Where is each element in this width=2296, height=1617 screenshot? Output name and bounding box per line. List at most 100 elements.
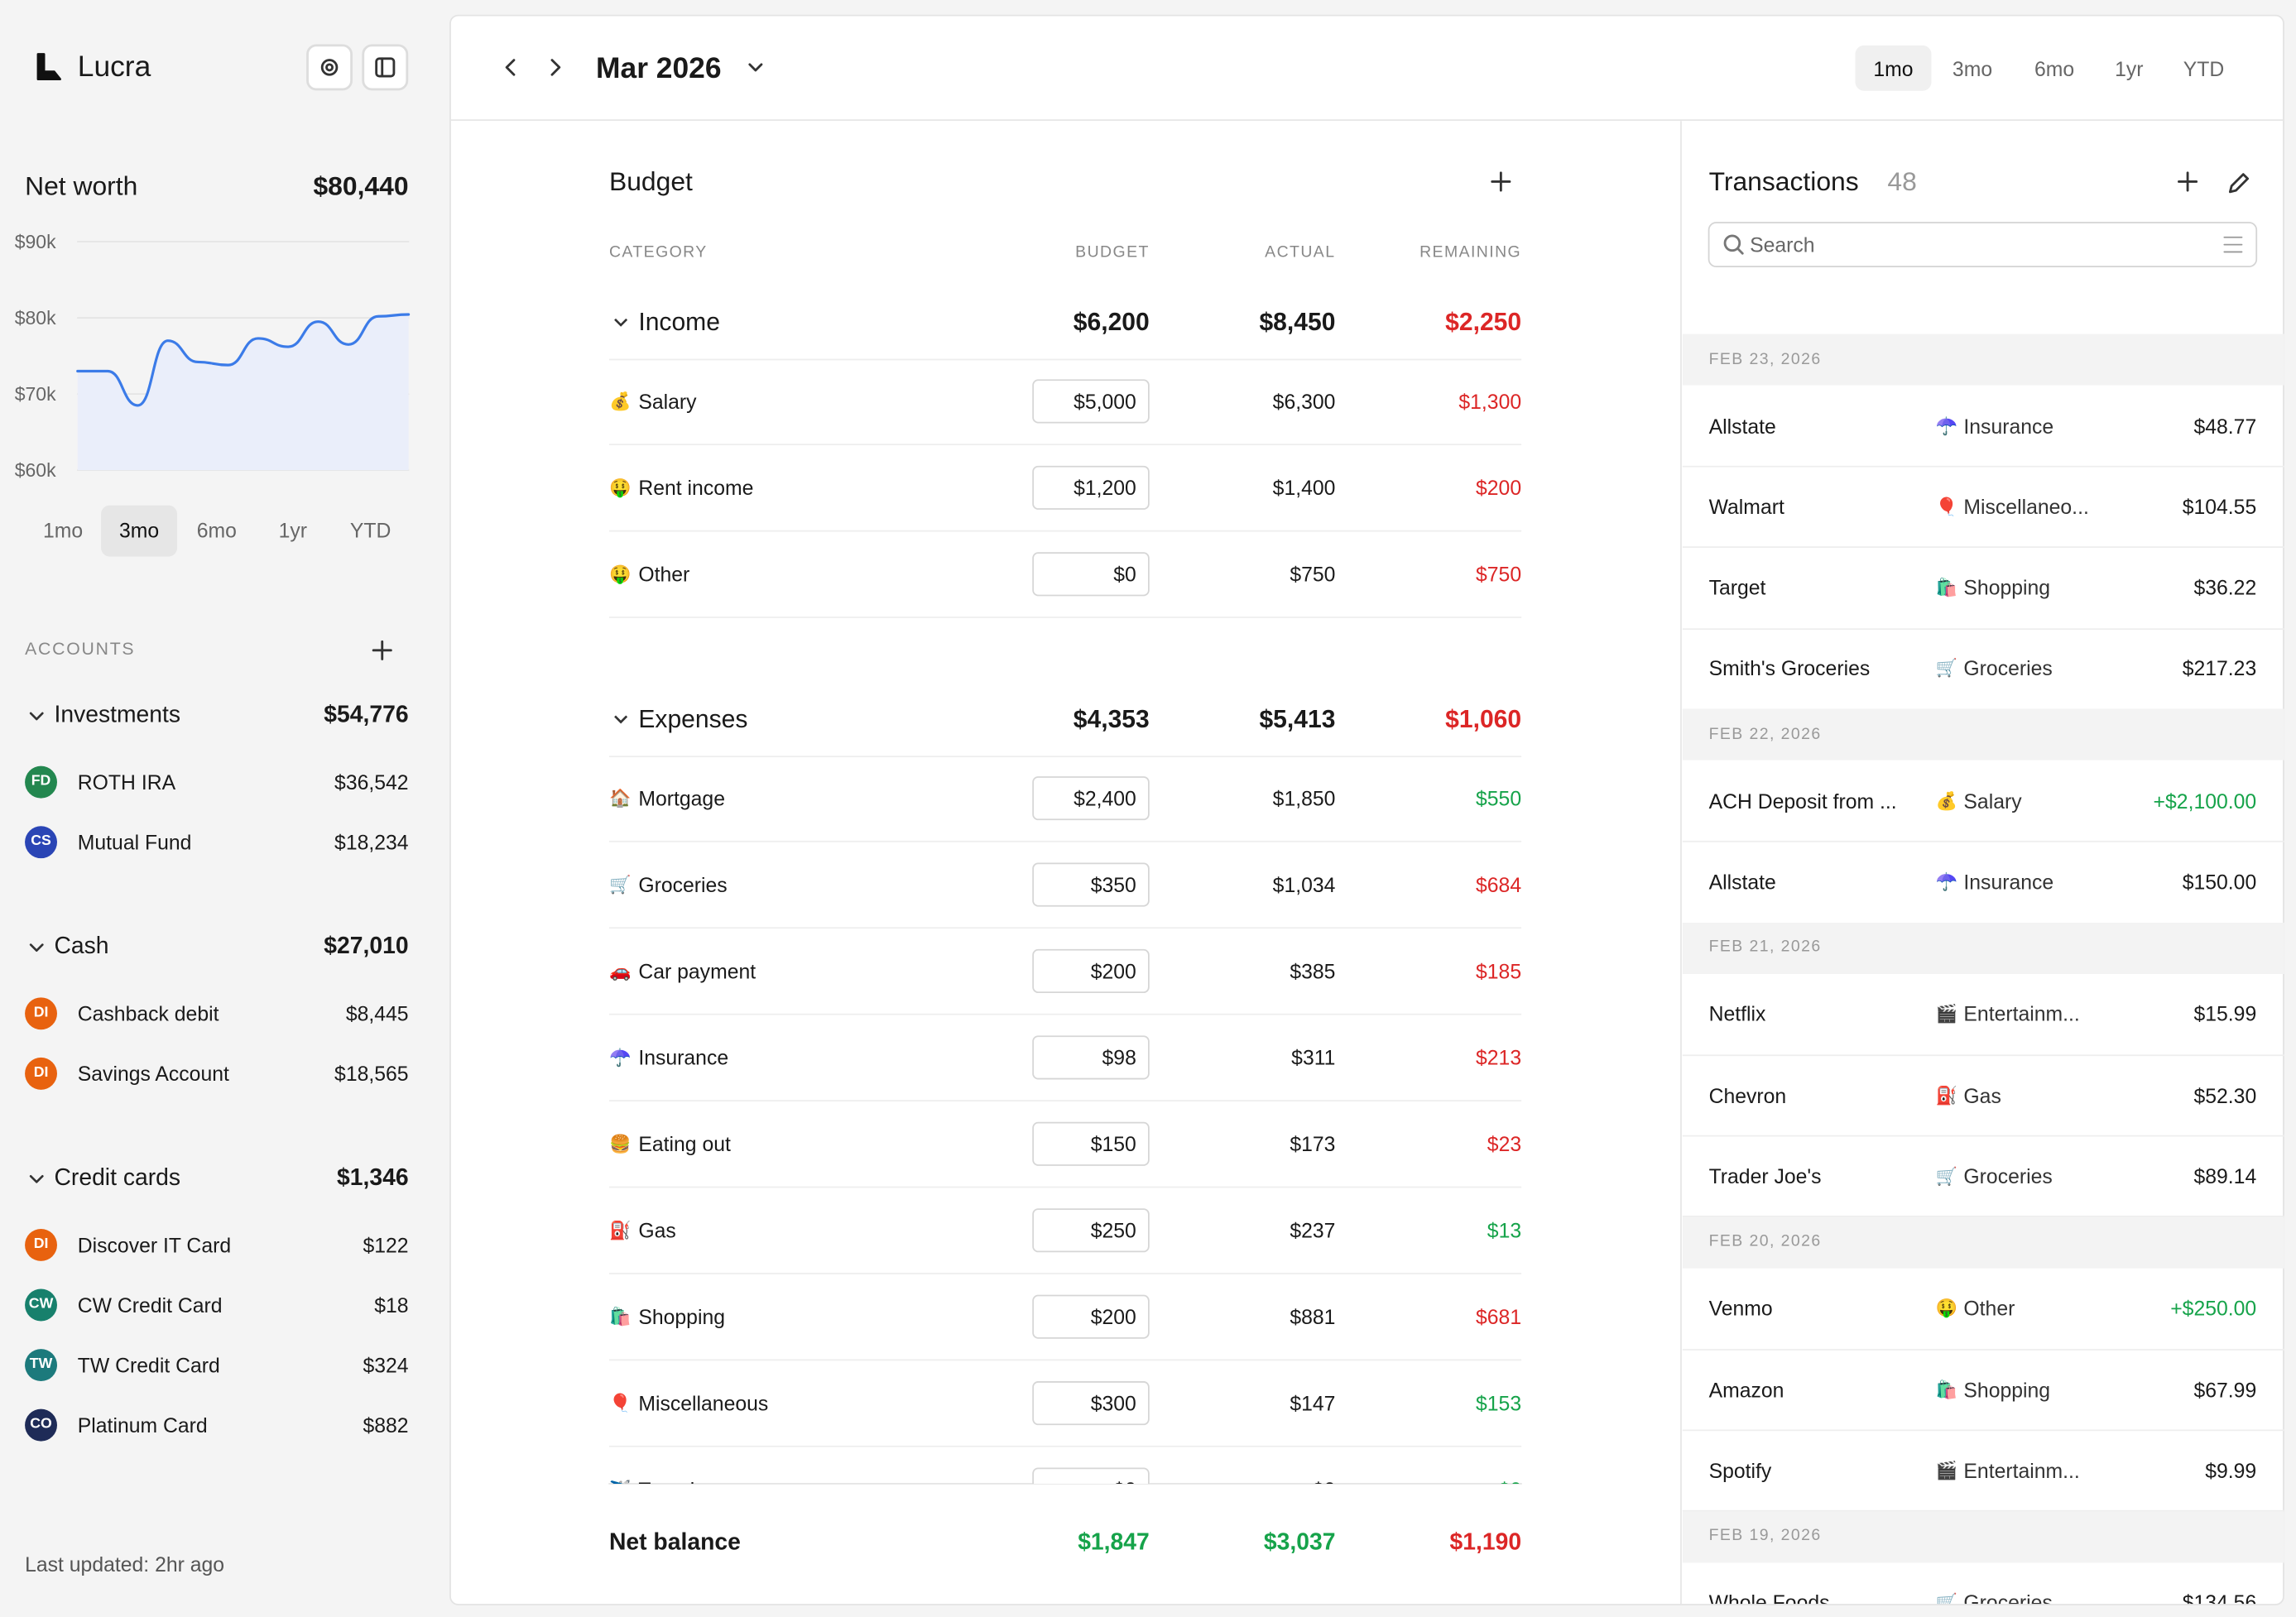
account-name[interactable]: Mutual Fund [77, 830, 192, 854]
category-name: Groceries [638, 872, 728, 897]
payee[interactable]: Netflix [1708, 1002, 1766, 1026]
month-caret[interactable] [748, 63, 763, 72]
budget-amount: $200 [1090, 1305, 1136, 1329]
budget-input[interactable] [1032, 1294, 1150, 1339]
payee[interactable]: Amazon [1708, 1377, 1784, 1401]
row-divider [608, 1013, 1522, 1015]
payee[interactable]: Target [1708, 575, 1766, 600]
budget-input[interactable] [1032, 776, 1150, 821]
budget-input[interactable] [1032, 1121, 1150, 1166]
row-divider [608, 927, 1522, 929]
add-account[interactable] [372, 640, 392, 660]
collapse-icon[interactable] [612, 314, 629, 331]
collapse-icon [29, 943, 44, 952]
payee[interactable]: ACH Deposit from ... [1708, 789, 1897, 813]
row-divider [1682, 1135, 2284, 1137]
account-name[interactable]: CW Credit Card [77, 1293, 223, 1317]
search-box[interactable] [1708, 222, 2258, 268]
account-badge [25, 1349, 57, 1382]
account-name[interactable]: Savings Account [77, 1062, 229, 1086]
row-divider [1682, 465, 2284, 468]
category-name: Mortgage [638, 786, 725, 810]
category: Other [1963, 1296, 2015, 1321]
settings-button[interactable] [306, 44, 353, 91]
budget-amount: $150 [1090, 1132, 1136, 1156]
amount: $67.99 [2193, 1377, 2257, 1401]
category-icon: 🛍️ [1935, 577, 1958, 598]
payee[interactable]: Walmart [1708, 494, 1784, 519]
range-button[interactable]: 1yr [278, 518, 308, 542]
range-button[interactable]: 1mo [1873, 57, 1914, 81]
budget-input[interactable] [1032, 948, 1150, 994]
account-group-total: $1,346 [337, 1165, 409, 1191]
range-button[interactable]: 3mo [118, 518, 160, 542]
row-divider [608, 1100, 1522, 1101]
category-name: Shopping [638, 1305, 726, 1329]
row-divider [608, 840, 1522, 842]
payee[interactable]: Venmo [1708, 1296, 1773, 1321]
payee[interactable]: Allstate [1708, 414, 1776, 438]
category: Gas [1963, 1083, 2001, 1107]
payee[interactable]: Allstate [1708, 870, 1776, 894]
actual-amount: $1,034 [1272, 872, 1336, 897]
payee[interactable]: Smith's Groceries [1708, 656, 1871, 680]
category-icon: 🎈 [608, 1393, 632, 1413]
range-selected [101, 505, 178, 557]
category-name: Travel [638, 1480, 694, 1484]
range-button[interactable]: 1mo [42, 518, 84, 542]
range-button[interactable]: YTD [349, 518, 391, 542]
transactions-title: Transactions [1708, 166, 1859, 197]
account-group-total: $27,010 [324, 934, 409, 960]
category-icon: 🍔 [608, 1133, 632, 1154]
row-divider [608, 1445, 1522, 1447]
month-title[interactable]: Mar 2026 [596, 52, 722, 85]
budget-input[interactable] [1032, 552, 1150, 597]
range-button[interactable]: 1yr [2115, 57, 2144, 81]
y-tick-label: $60k [14, 458, 56, 482]
account-name[interactable]: Cashback debit [77, 1001, 219, 1025]
edit-transactions[interactable] [2228, 173, 2250, 194]
budget-input[interactable] [1032, 1208, 1150, 1253]
budget-input[interactable] [1032, 1467, 1150, 1484]
account-name[interactable]: ROTH IRA [77, 770, 176, 794]
category-icon: 🏠 [608, 788, 632, 809]
account-name[interactable]: Platinum Card [77, 1413, 208, 1437]
account-group: Credit cards [54, 1165, 181, 1191]
prev-month[interactable] [505, 59, 516, 76]
category-name: Eating out [638, 1132, 731, 1156]
remaining-amount: $550 [1476, 786, 1522, 810]
range-button[interactable]: 6mo [196, 518, 237, 542]
add-transaction[interactable] [2178, 171, 2198, 192]
category-icon: 🛒 [1935, 1165, 1958, 1187]
category: Salary [1963, 789, 2022, 813]
budget-input[interactable] [1032, 379, 1150, 424]
account-value: $18 [374, 1293, 409, 1317]
badge-text: DI [33, 1236, 49, 1253]
budget-input[interactable] [1032, 1035, 1150, 1080]
remaining-amount: $200 [1476, 476, 1522, 500]
actual-amount: $1,400 [1272, 476, 1336, 500]
account-name[interactable]: Discover IT Card [77, 1233, 232, 1257]
payee[interactable]: Whole Foods [1708, 1591, 1830, 1605]
budget-input[interactable] [1032, 465, 1150, 510]
range-button[interactable]: 3mo [1952, 57, 1993, 81]
payee[interactable]: Trader Joe's [1708, 1164, 1822, 1188]
payee[interactable]: Chevron [1708, 1083, 1787, 1107]
add-budget[interactable] [1491, 171, 1511, 192]
budget-input[interactable] [1032, 1381, 1150, 1426]
remaining-amount: $153 [1476, 1391, 1522, 1415]
actual-amount: $385 [1290, 959, 1336, 983]
collapse-icon[interactable] [612, 710, 629, 727]
payee[interactable]: Spotify [1708, 1458, 1772, 1482]
net-worth-value: $80,440 [313, 171, 409, 201]
budget-input[interactable] [1032, 862, 1150, 907]
account-name[interactable]: TW Credit Card [77, 1353, 220, 1377]
filter-icon[interactable] [2223, 236, 2243, 253]
range-button[interactable]: 6mo [2034, 57, 2075, 81]
range-button[interactable]: YTD [2183, 57, 2225, 81]
sidebar-button[interactable] [362, 44, 409, 91]
next-month[interactable] [550, 59, 561, 76]
category: Entertainm... [1963, 1002, 2080, 1026]
